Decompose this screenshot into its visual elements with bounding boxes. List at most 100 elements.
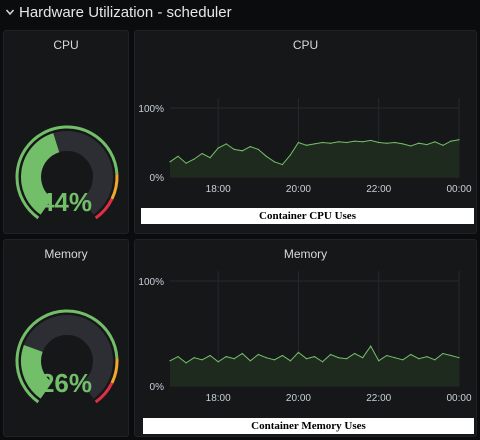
data-point xyxy=(257,353,259,356)
data-point xyxy=(418,142,420,144)
data-point xyxy=(410,145,412,147)
x-tick-label: 18:00 xyxy=(206,184,231,195)
data-point xyxy=(297,141,300,144)
data-point xyxy=(426,143,428,146)
cpu-timeseries-chart: 100% 0% 18:00 20:00 22:00 00:00 xyxy=(138,98,472,195)
data-point xyxy=(442,352,444,355)
gauge-value-arc xyxy=(21,344,53,399)
memory-gauge xyxy=(15,309,119,404)
data-point xyxy=(289,360,292,362)
data-point xyxy=(354,352,356,355)
data-point xyxy=(257,148,259,150)
data-point xyxy=(346,141,348,144)
data-point xyxy=(378,360,380,362)
data-point xyxy=(217,147,219,149)
data-point xyxy=(394,357,396,359)
series-area xyxy=(170,139,459,177)
data-point xyxy=(265,155,267,157)
row-header[interactable]: Hardware Utilization - scheduler xyxy=(0,0,480,24)
y-tick-label: 100% xyxy=(138,277,164,288)
data-point xyxy=(281,354,283,357)
data-point xyxy=(217,361,219,363)
data-point xyxy=(209,354,211,357)
data-point xyxy=(402,359,404,361)
data-point xyxy=(281,163,283,166)
data-point xyxy=(193,158,195,160)
data-point xyxy=(370,139,372,142)
data-point xyxy=(458,357,460,359)
chart-caption: Container CPU Uses xyxy=(141,208,474,224)
data-point xyxy=(378,141,380,144)
data-point xyxy=(337,357,340,359)
data-point xyxy=(169,360,171,362)
data-point xyxy=(321,141,324,144)
panel-title: Memory xyxy=(283,247,328,261)
data-point xyxy=(313,143,316,145)
data-point xyxy=(265,357,267,359)
x-tick-label: 22:00 xyxy=(366,184,391,195)
data-point xyxy=(362,357,364,359)
data-point xyxy=(370,345,372,347)
series-area xyxy=(170,346,459,386)
data-point xyxy=(434,359,436,361)
cpu-gauge xyxy=(15,125,119,220)
data-point xyxy=(402,143,404,145)
data-point xyxy=(169,161,171,163)
data-point xyxy=(273,359,275,361)
data-point xyxy=(305,144,308,146)
gauge-threshold-green xyxy=(15,309,119,404)
x-tick-label: 00:00 xyxy=(446,393,471,404)
data-point xyxy=(313,356,316,358)
data-point xyxy=(193,357,195,359)
gauge-value: 26% xyxy=(39,368,93,398)
data-point xyxy=(177,155,179,157)
gauge-value: 44% xyxy=(39,187,93,217)
data-point xyxy=(354,140,356,142)
row-title: Hardware Utilization - scheduler xyxy=(19,3,232,21)
x-tick-label: 22:00 xyxy=(366,393,391,404)
data-point xyxy=(410,353,412,356)
data-point xyxy=(329,142,332,144)
data-point xyxy=(241,150,243,152)
data-point xyxy=(321,361,324,363)
x-tick-label: 18:00 xyxy=(206,393,231,404)
chart-caption: Container Memory Uses xyxy=(143,418,474,434)
data-point xyxy=(450,354,452,357)
data-point xyxy=(225,356,227,358)
data-point xyxy=(386,142,388,144)
data-point xyxy=(241,352,243,355)
y-tick-label: 100% xyxy=(138,104,164,115)
data-point xyxy=(458,139,460,141)
x-tick-label: 20:00 xyxy=(286,393,311,404)
chevron-down-icon[interactable] xyxy=(5,7,15,17)
x-tick-label: 20:00 xyxy=(286,184,311,195)
memory-gauge-panel[interactable]: Memory 26% xyxy=(3,239,129,437)
data-point xyxy=(201,359,203,361)
data-point xyxy=(346,358,348,360)
memory-chart-panel[interactable]: Memory 100% 0% 18:00 20:00 22:00 00:00 Contai… xyxy=(134,239,477,437)
data-point xyxy=(297,351,300,353)
data-point xyxy=(329,353,332,356)
cpu-gauge-panel[interactable]: CPU 44% xyxy=(3,30,129,234)
data-point xyxy=(305,358,308,360)
data-point xyxy=(249,146,251,148)
data-point xyxy=(426,356,428,358)
panel-title: Memory xyxy=(44,247,88,261)
data-point xyxy=(201,152,203,155)
y-tick-label: 0% xyxy=(150,173,165,184)
cpu-chart-panel[interactable]: CPU 100% 0% 18:00 20:00 22:00 00:00 Container… xyxy=(134,30,477,234)
data-point xyxy=(289,154,292,156)
data-point xyxy=(225,143,227,145)
data-point xyxy=(249,360,251,362)
gauge-threshold-red xyxy=(94,198,114,220)
data-point xyxy=(233,148,235,150)
data-point xyxy=(362,141,364,143)
data-point xyxy=(185,162,187,164)
data-point xyxy=(233,358,235,360)
data-point xyxy=(209,157,211,159)
panel-title: CPU xyxy=(53,38,79,52)
memory-timeseries-chart: 100% 0% 18:00 20:00 22:00 00:00 xyxy=(138,271,472,404)
data-point xyxy=(434,141,436,143)
y-tick-label: 0% xyxy=(150,382,165,393)
gauge-threshold-orange xyxy=(110,174,119,200)
